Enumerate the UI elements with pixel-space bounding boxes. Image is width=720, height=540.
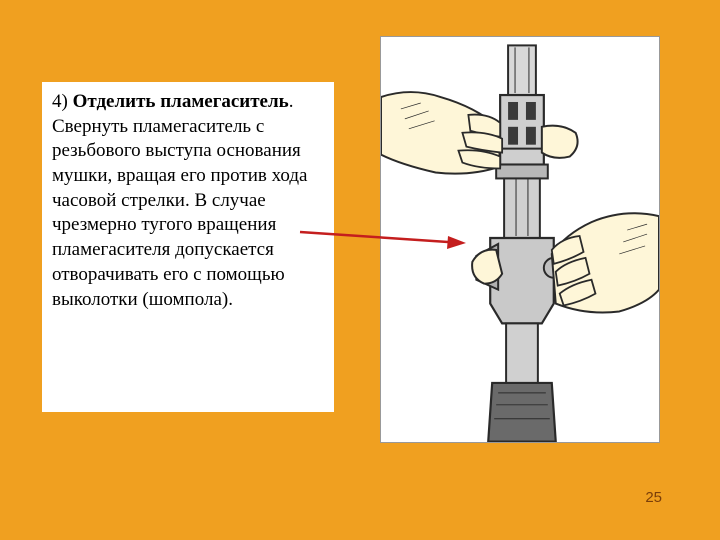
step-number: 4) bbox=[52, 91, 73, 112]
step-title: Отделить пламегаситель bbox=[73, 91, 289, 112]
step-body: . Свернуть пламегаситель с резьбового вы… bbox=[52, 91, 307, 310]
flash-suppressor-illustration bbox=[381, 37, 659, 442]
page-number: 25 bbox=[645, 489, 662, 506]
instruction-text-box: 4) Отделить пламегаситель. Свернуть плам… bbox=[42, 82, 334, 412]
illustration-box bbox=[380, 36, 660, 443]
